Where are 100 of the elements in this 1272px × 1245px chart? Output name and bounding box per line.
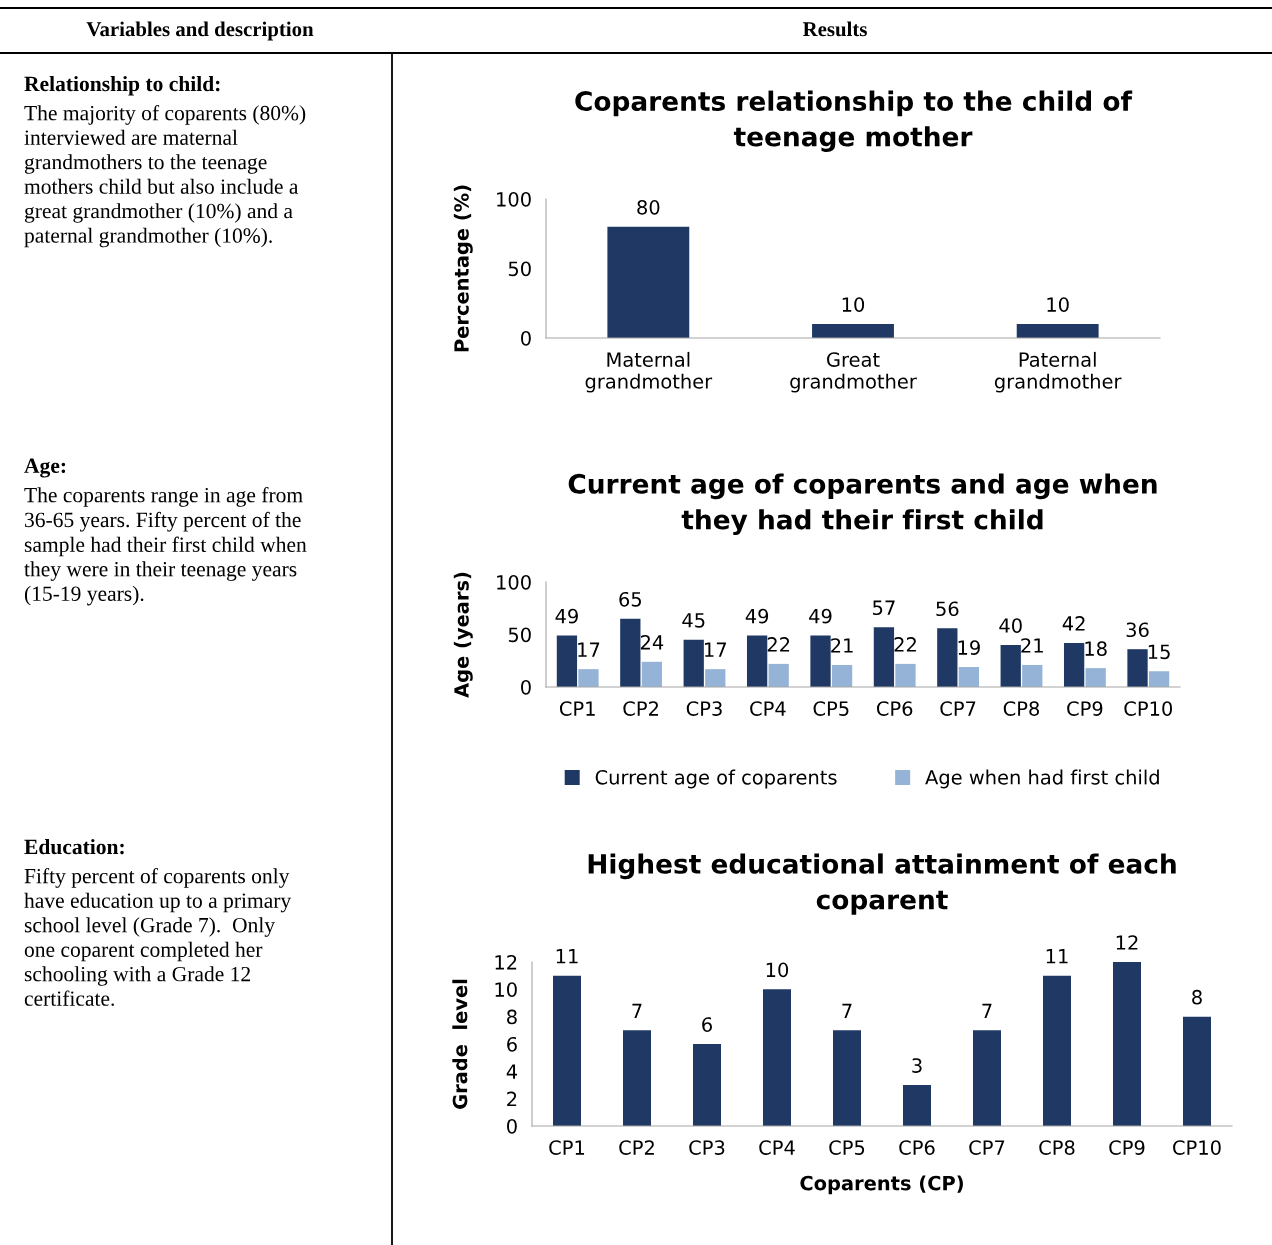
x-tick-label: CP7 — [969, 1140, 1005, 1155]
x-tick-label: CP5 — [813, 701, 849, 716]
x-tick-label: CP10 — [1173, 1140, 1221, 1155]
data-label: 65 — [619, 591, 641, 607]
data-label: 17 — [578, 642, 600, 657]
x-axis-title: Coparents (CP) — [800, 1175, 963, 1195]
bar — [746, 635, 768, 687]
chart-title: Current age of coparents and age when they had their first child — [568, 473, 1157, 535]
bar — [1043, 975, 1071, 1126]
data-label: 17 — [705, 642, 726, 657]
data-label: 21 — [1021, 638, 1043, 653]
data-label: 22 — [767, 637, 790, 652]
text: Education: — [24, 839, 124, 855]
data-label: 10 — [1047, 297, 1069, 312]
bar — [1085, 668, 1106, 687]
bar — [553, 975, 581, 1126]
y-tick-label: 8 — [507, 1009, 517, 1025]
text: Variables and description — [86, 21, 314, 41]
data-label: 11 — [556, 949, 578, 964]
y-tick-label: 50 — [508, 627, 531, 643]
data-label: 7 — [842, 1003, 852, 1018]
x-tick-label: CP1 — [549, 1140, 585, 1155]
x-tick-label: CP2 — [619, 1140, 654, 1155]
data-label: 80 — [637, 199, 660, 215]
bar — [1022, 664, 1043, 687]
y-axis-title: Grade level — [452, 979, 468, 1109]
data-label: 42 — [1062, 616, 1085, 631]
bar — [693, 1044, 721, 1126]
x-tick-label: CP1 — [559, 701, 595, 716]
data-label: 45 — [682, 613, 705, 628]
bar — [973, 1030, 1001, 1126]
x-tick-label: Great grandmother — [790, 352, 917, 393]
y-tick-label: 2 — [507, 1091, 517, 1107]
chart-title: Coparents relationship to the child of teenage mother — [575, 90, 1133, 152]
data-label: 11 — [1046, 949, 1068, 964]
bar — [1183, 1016, 1211, 1126]
data-label: 7 — [982, 1003, 992, 1018]
bar — [1148, 671, 1170, 687]
text: The coparents range in age from 36-65 years. Fifty percent of the sample had their first child when they were in their teenage years (15-19 years). — [24, 487, 307, 606]
data-label: 21 — [831, 638, 853, 653]
text: Fifty percent of coparents only have education up to a primary school level (Grade 7). Only one coparent completed her schooling with a Grade 12 certificate. — [24, 868, 292, 1006]
bar — [763, 989, 791, 1126]
data-label: 40 — [999, 618, 1022, 633]
data-label: 49 — [555, 608, 578, 624]
bar — [833, 1030, 861, 1126]
bar — [903, 1085, 931, 1126]
y-tick-label: 50 — [508, 261, 531, 277]
bar — [831, 664, 853, 687]
text: The majority of coparents (80%) interviewed are maternal grandmothers to the teenage mothers child but also include a great grandmother (10%) and a paternal grandmother (10%). — [24, 105, 306, 248]
x-tick-label: CP9 — [1067, 701, 1103, 716]
bar — [556, 635, 578, 687]
bar — [873, 627, 895, 687]
y-tick-label: 0 — [521, 679, 531, 695]
data-label: 49 — [809, 608, 832, 624]
y-tick-label: 10 — [495, 982, 517, 997]
legend-label: Age when had first child — [925, 769, 1159, 789]
y-axis-title: Percentage (%) — [453, 185, 473, 352]
y-tick-label: 0 — [521, 330, 531, 346]
x-tick-label: CP7 — [940, 701, 976, 716]
x-tick-label: CP9 — [1109, 1140, 1145, 1155]
y-tick-label: 100 — [497, 191, 531, 207]
y-tick-label: 6 — [507, 1036, 517, 1052]
data-label: 15 — [1148, 644, 1170, 660]
data-label: 18 — [1085, 641, 1107, 656]
data-label: 7 — [632, 1003, 642, 1018]
data-label: 19 — [958, 640, 980, 655]
bar — [1063, 642, 1085, 687]
bar — [1000, 645, 1021, 687]
text: Results — [802, 21, 867, 37]
x-tick-label: CP3 — [689, 1140, 725, 1155]
bar — [768, 663, 789, 687]
x-tick-label: CP10 — [1124, 701, 1173, 716]
data-label: 49 — [745, 608, 769, 624]
x-tick-label: CP6 — [876, 701, 913, 716]
x-tick-label: CP8 — [1039, 1140, 1075, 1155]
y-tick-label: 0 — [507, 1118, 517, 1134]
bar — [1113, 962, 1141, 1126]
bar — [578, 669, 599, 687]
chart-title: Highest educational attainment of each coparent — [588, 853, 1176, 915]
bar — [623, 1030, 651, 1126]
x-tick-label: CP2 — [623, 701, 658, 716]
data-label: 57 — [873, 600, 895, 616]
bar — [895, 663, 916, 687]
x-tick-label: CP3 — [686, 701, 722, 716]
x-tick-label: Maternal grandmother — [585, 351, 713, 393]
data-label: 10 — [766, 962, 789, 978]
text: Relationship to child: — [24, 76, 220, 96]
bar — [810, 635, 831, 687]
x-tick-label: CP5 — [829, 1140, 865, 1155]
data-label: 36 — [1126, 622, 1149, 638]
data-label: 24 — [640, 634, 664, 650]
data-label: 22 — [894, 637, 916, 652]
data-label: 8 — [1192, 989, 1202, 1005]
data-label: 6 — [702, 1017, 712, 1032]
bar — [958, 667, 980, 687]
bar — [937, 628, 958, 687]
x-tick-label: CP4 — [759, 1140, 795, 1155]
y-tick-label: 4 — [506, 1064, 518, 1079]
bar — [683, 639, 704, 687]
bar — [641, 661, 663, 687]
